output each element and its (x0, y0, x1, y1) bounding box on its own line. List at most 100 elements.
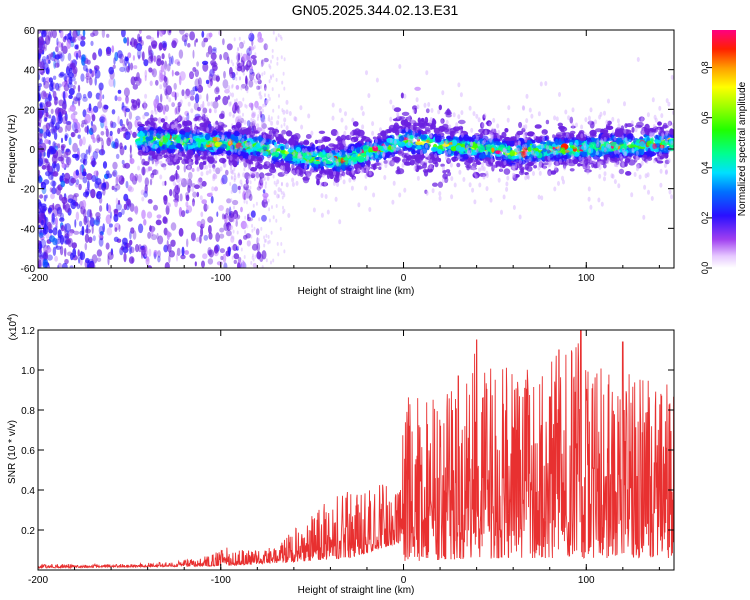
spectrogram-noise-blob (50, 147, 57, 155)
spectrogram-ridge-blob (319, 144, 326, 150)
spectrogram-noise-blob (276, 241, 279, 246)
spectrogram-haze-blob (361, 168, 365, 174)
spectrogram-haze-blob (348, 133, 352, 139)
spectrogram-haze-blob (189, 133, 193, 139)
spectrogram-haze-blob (621, 135, 625, 141)
spectrogram-noise-blob (115, 202, 122, 211)
spectrogram-haze-blob (164, 130, 168, 136)
spectrogram-noise-blob (219, 54, 223, 61)
spectrogram-ridge-blob (669, 128, 674, 135)
spectrogram-noise-blob (129, 231, 132, 240)
spectrogram-ridge-blob (174, 118, 180, 122)
spectrogram-haze-blob (523, 135, 527, 141)
spectrogram-noise-blob (109, 120, 114, 128)
spectrogram-noise-blob (163, 81, 168, 88)
spectrogram-haze-blob (249, 143, 253, 149)
spectrogram-ridge-blob (387, 146, 394, 150)
spectrogram-noise-blob (203, 37, 209, 43)
spectrogram-ridge-blob (527, 161, 534, 167)
spectrogram-noise-blob (187, 178, 193, 189)
spectrogram-noise-blob (111, 45, 115, 53)
spectrogram-noise-blob (194, 69, 199, 78)
spectrogram-ridge-blob (230, 144, 235, 151)
spectrogram-noise-blob (68, 108, 71, 113)
spectrogram-noise-blob (139, 30, 142, 35)
spectrogram-noise-blob (160, 60, 165, 66)
spectrogram-noise-blob (128, 245, 132, 255)
spectrogram-noise-blob (108, 77, 115, 87)
spectrogram-noise-blob (231, 255, 234, 260)
spectrogram-noise-blob (275, 182, 278, 187)
spectrogram-noise-blob (153, 249, 158, 258)
spectrogram-noise-blob (39, 240, 42, 246)
spectrogram-noise-blob (99, 94, 103, 103)
spectrogram-noise-blob (64, 223, 72, 233)
spectrogram-noise-blob (250, 46, 255, 51)
spectrogram-noise-blob (232, 229, 235, 234)
spectrogram-noise-blob (253, 45, 256, 50)
spectrogram-haze-blob (524, 124, 528, 130)
spectrogram-ridge-blob (382, 146, 389, 153)
spectrogram-haze-blob (660, 113, 664, 119)
spectrogram-noise-blob (272, 73, 275, 78)
spectrogram-noise-blob (121, 177, 125, 182)
spectrogram-haze-blob (211, 186, 215, 192)
spectrogram-noise-blob (105, 214, 112, 225)
spectrogram-haze-blob (243, 119, 247, 125)
spectrogram-haze-blob (161, 181, 165, 187)
spectrogram-ridge-blob (415, 141, 423, 146)
spectrogram-haze-blob (285, 109, 289, 115)
spectrogram-haze-blob (190, 91, 194, 97)
spectrogram-noise-blob (61, 102, 67, 112)
spectrogram-ridge-blob (161, 137, 169, 144)
spectrogram-haze-blob (466, 149, 470, 155)
spectrogram-haze-blob (339, 169, 343, 175)
figure-title: GN05.2025.344.02.13.E31 (292, 2, 459, 18)
spectrogram-haze-blob (159, 160, 163, 166)
spectrogram-noise-blob (74, 44, 79, 50)
spectrogram-haze-blob (336, 161, 339, 167)
spectrogram-ridge-blob (435, 135, 442, 143)
spectrogram-haze-blob (513, 173, 516, 179)
spectrogram-ridge-blob (356, 147, 361, 154)
spectrogram-haze-blob (468, 152, 472, 158)
spectrogram-haze-blob (583, 132, 587, 138)
spectrogram-haze-blob (538, 170, 542, 176)
spectrogram-haze-blob (157, 155, 161, 161)
spectrogram-noise-blob (58, 73, 64, 78)
spectrogram-haze-blob (600, 139, 604, 145)
spectrogram-ridge-blob (321, 136, 329, 143)
spectrogram-noise-blob (52, 75, 57, 81)
spectrogram-ridge-blob (577, 163, 582, 167)
spectrogram-haze-blob (598, 165, 602, 170)
spectrogram-ridge-blob (137, 150, 145, 157)
spectrogram-noise-blob (108, 66, 114, 75)
spectrogram-noise-blob (209, 69, 216, 76)
spectrogram-noise-blob (84, 113, 91, 124)
spectrogram-haze-blob (175, 154, 178, 160)
spectrogram-noise-blob (50, 193, 55, 200)
spectrogram-noise-blob (264, 87, 267, 92)
spectrogram-haze-blob (544, 81, 548, 86)
spectrogram-ridge-blob (320, 161, 326, 166)
spectrogram-noise-blob (212, 69, 216, 74)
spectrogram-ridge-blob (316, 178, 320, 186)
spectrogram-noise-blob (38, 122, 42, 128)
spectrogram-noise-blob (74, 80, 77, 85)
spectrogram-noise-blob (209, 68, 215, 77)
spectrogram-noise-blob (263, 235, 266, 240)
spectrogram-ridge-blob (287, 148, 294, 153)
spectrogram-noise-blob (165, 205, 170, 215)
spectrogram-noise-blob (163, 195, 168, 202)
spectrogram-haze-blob (193, 129, 196, 135)
spectrogram-ridge-blob (405, 142, 413, 148)
spectrogram-noise-blob (73, 230, 80, 235)
spectrogram-noise-blob (283, 86, 286, 91)
spectrogram-haze-blob (247, 165, 251, 171)
spectrogram-ridge-blob (398, 116, 406, 120)
spectrogram-haze-blob (213, 108, 217, 114)
spectrogram-noise-blob (157, 250, 161, 258)
spectrogram-noise-blob (127, 185, 132, 192)
spectrogram-haze-blob (398, 128, 402, 133)
spectrogram-noise-blob (91, 114, 96, 122)
